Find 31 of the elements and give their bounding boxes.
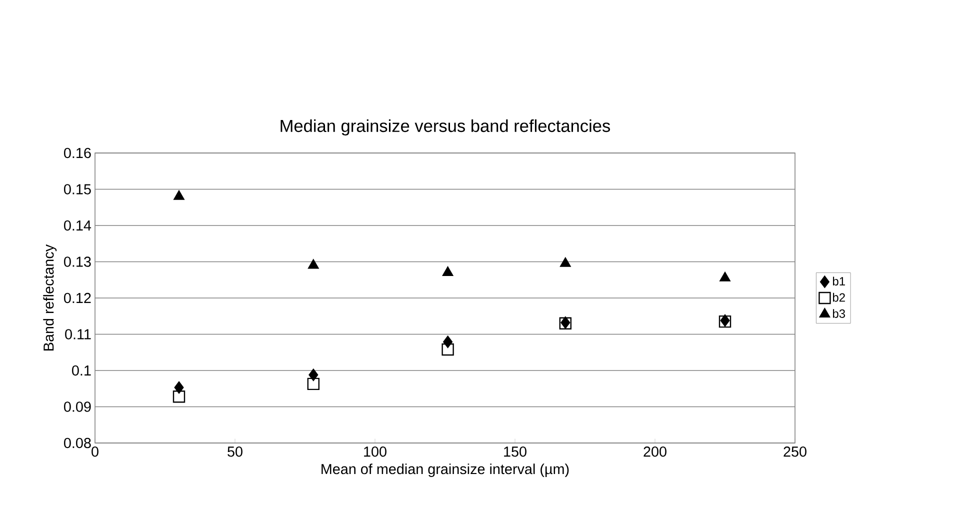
y-tick-label: 0.09: [64, 402, 91, 412]
legend-label: b2: [832, 292, 845, 302]
y-tick-label: 0.1: [72, 365, 91, 376]
x-axis-title: Mean of median grainsize interval (µm): [322, 464, 569, 478]
y-tick-label: 0.14: [64, 220, 92, 231]
x-tick-label: 250: [784, 446, 806, 457]
x-tick-label: 0: [92, 446, 98, 457]
point: [442, 343, 454, 356]
y-tick-label: 0.08: [64, 438, 91, 448]
x-tick-label: 150: [504, 446, 526, 457]
chart-title: Median grainsize versus band reflectancies: [280, 119, 610, 136]
y-axis-title: Band reflectancy: [43, 244, 57, 350]
y-tick-label: 0.16: [64, 148, 91, 158]
point: [442, 266, 454, 276]
y-tick-label: 0.12: [64, 292, 91, 304]
y-tick-label: 0.13: [64, 256, 91, 267]
y-tick-label: 0.11: [65, 329, 91, 340]
point: [307, 378, 320, 390]
point: [308, 259, 319, 269]
point: [174, 190, 184, 200]
legend-label: b1: [832, 276, 845, 286]
x-tick-label: 100: [364, 446, 386, 457]
point: [172, 390, 186, 403]
x-tick-label: 50: [228, 446, 242, 457]
x-tick-label: 200: [644, 446, 666, 457]
point: [720, 272, 730, 282]
point: [308, 368, 318, 381]
y-tick-label: 0.15: [64, 184, 91, 194]
point: [560, 257, 571, 267]
point: [174, 381, 184, 394]
legend-label: b3: [832, 309, 846, 318]
